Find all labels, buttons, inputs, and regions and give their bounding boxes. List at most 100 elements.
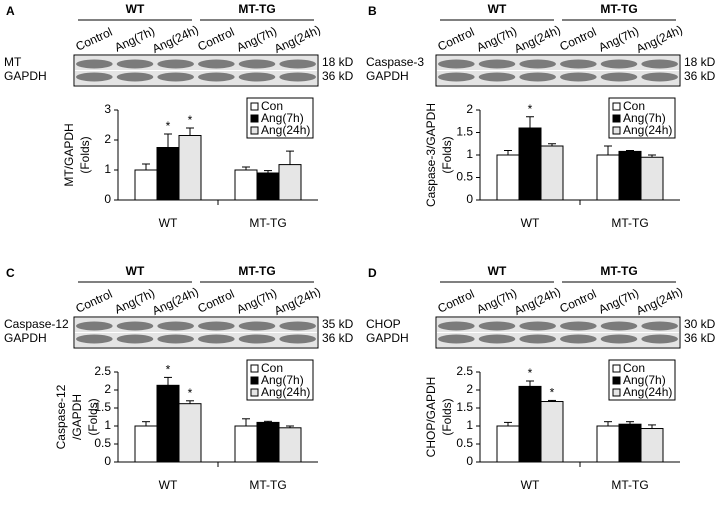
blot-size-label: 30 kD [684, 317, 716, 331]
blot-band [560, 59, 597, 69]
bar [234, 169, 258, 201]
group-label: WT [126, 264, 145, 278]
blot-band [76, 72, 113, 82]
bar [640, 428, 664, 463]
group-label: WT [488, 264, 507, 278]
significance: * [166, 119, 171, 133]
legend-swatch [250, 114, 259, 123]
legend-swatch [612, 102, 621, 111]
y-tick-label: 2 [104, 382, 111, 396]
group-label: MT-TG [600, 2, 637, 16]
lane-label: Control [195, 25, 236, 54]
lane-label: Ang(7h) [234, 24, 279, 55]
bar [540, 401, 564, 463]
panel: B WT MT-TGControlAng(7h)Ang(24h)ControlAng… [366, 2, 716, 230]
group-label: MT-TG [600, 264, 637, 278]
bar [278, 427, 302, 463]
legend-label: Ang(7h) [623, 373, 666, 387]
blot-band [641, 321, 678, 331]
blot-band [198, 334, 235, 344]
blot-band [478, 334, 516, 344]
significance: * [166, 363, 171, 377]
blot-row-label: GAPDH [4, 331, 47, 345]
blot-band [279, 72, 316, 82]
blot-band [238, 59, 276, 69]
legend-label: Ang(24h) [261, 123, 310, 137]
bar [156, 147, 180, 201]
panel-letter: A [6, 4, 15, 18]
lane-label: Ang(24h) [150, 284, 201, 318]
lane-label: Ang(7h) [234, 286, 279, 317]
blot-row-label: GAPDH [366, 331, 409, 345]
blot-band [600, 321, 638, 331]
lane-label: Ang(7h) [596, 286, 641, 317]
bar [540, 145, 564, 201]
blot-bg [75, 333, 317, 347]
blot-size-label: 36 kD [684, 331, 716, 345]
blot-band [600, 59, 638, 69]
legend-label: Con [261, 361, 283, 375]
x-tick-label: MT-TG [611, 478, 648, 492]
legend-label: Ang(7h) [623, 111, 666, 125]
legend-label: Con [261, 99, 283, 113]
legend-swatch [250, 126, 259, 135]
blot-band [116, 321, 154, 331]
panel: C WT MT-TGControlAng(7h)Ang(24h)ControlAng… [4, 264, 354, 492]
y-tick-label: 0.5 [94, 436, 111, 450]
lane-label: Ang(7h) [474, 24, 519, 55]
significance: * [188, 113, 193, 127]
blot-bg [75, 71, 317, 85]
blot-band [438, 321, 475, 331]
blot-frame [73, 54, 319, 87]
lane-label: Ang(24h) [512, 284, 563, 318]
blot-bg [437, 71, 679, 85]
y-axis-label: /GAPDH [70, 394, 84, 440]
y-axis-label: Caspase-12 [54, 384, 68, 449]
blot-bg [437, 56, 679, 70]
blot-band [279, 59, 316, 69]
bar [134, 425, 158, 463]
y-axis-label: (Folds) [440, 136, 454, 173]
y-axis-label: CHOP/GAPDH [424, 377, 438, 458]
legend-swatch [250, 376, 259, 385]
y-tick-label: 2 [466, 102, 473, 116]
blot-size-label: 18 kD [684, 55, 716, 69]
blot-bg [437, 318, 679, 332]
blot-band [519, 59, 556, 69]
significance: * [188, 386, 193, 400]
legend-swatch [612, 388, 621, 397]
blot-band [478, 72, 516, 82]
blot-band [76, 59, 113, 69]
y-tick-label: 0 [104, 192, 111, 206]
blot-size-label: 35 kD [322, 317, 354, 331]
legend-swatch [250, 102, 259, 111]
lane-label: Ang(24h) [272, 22, 323, 56]
y-tick-label: 1.5 [456, 125, 473, 139]
blot-band [519, 321, 556, 331]
blot-bg [75, 318, 317, 332]
y-tick-label: 2.5 [94, 364, 111, 378]
blot-band [560, 334, 597, 344]
legend-swatch [250, 364, 259, 373]
lane-label: Control [557, 287, 598, 316]
bar [596, 425, 620, 463]
blot-band [198, 59, 235, 69]
blot-band [600, 72, 638, 82]
blot-band [76, 321, 113, 331]
bar [596, 154, 620, 201]
bar [640, 156, 664, 201]
legend-swatch [612, 364, 621, 373]
blot-row-label: Caspase-12 [4, 317, 69, 331]
bar [156, 384, 180, 463]
group-label: MT-TG [238, 2, 275, 16]
blot-frame [435, 54, 681, 87]
blot-band [238, 72, 276, 82]
lane-label: Ang(24h) [634, 284, 685, 318]
blot-band [641, 334, 678, 344]
group-label: WT [488, 2, 507, 16]
blot-band [157, 59, 194, 69]
lane-label: Control [557, 25, 598, 54]
blot-band [116, 72, 154, 82]
blot-band [560, 321, 597, 331]
blot-size-label: 36 kD [322, 69, 354, 83]
